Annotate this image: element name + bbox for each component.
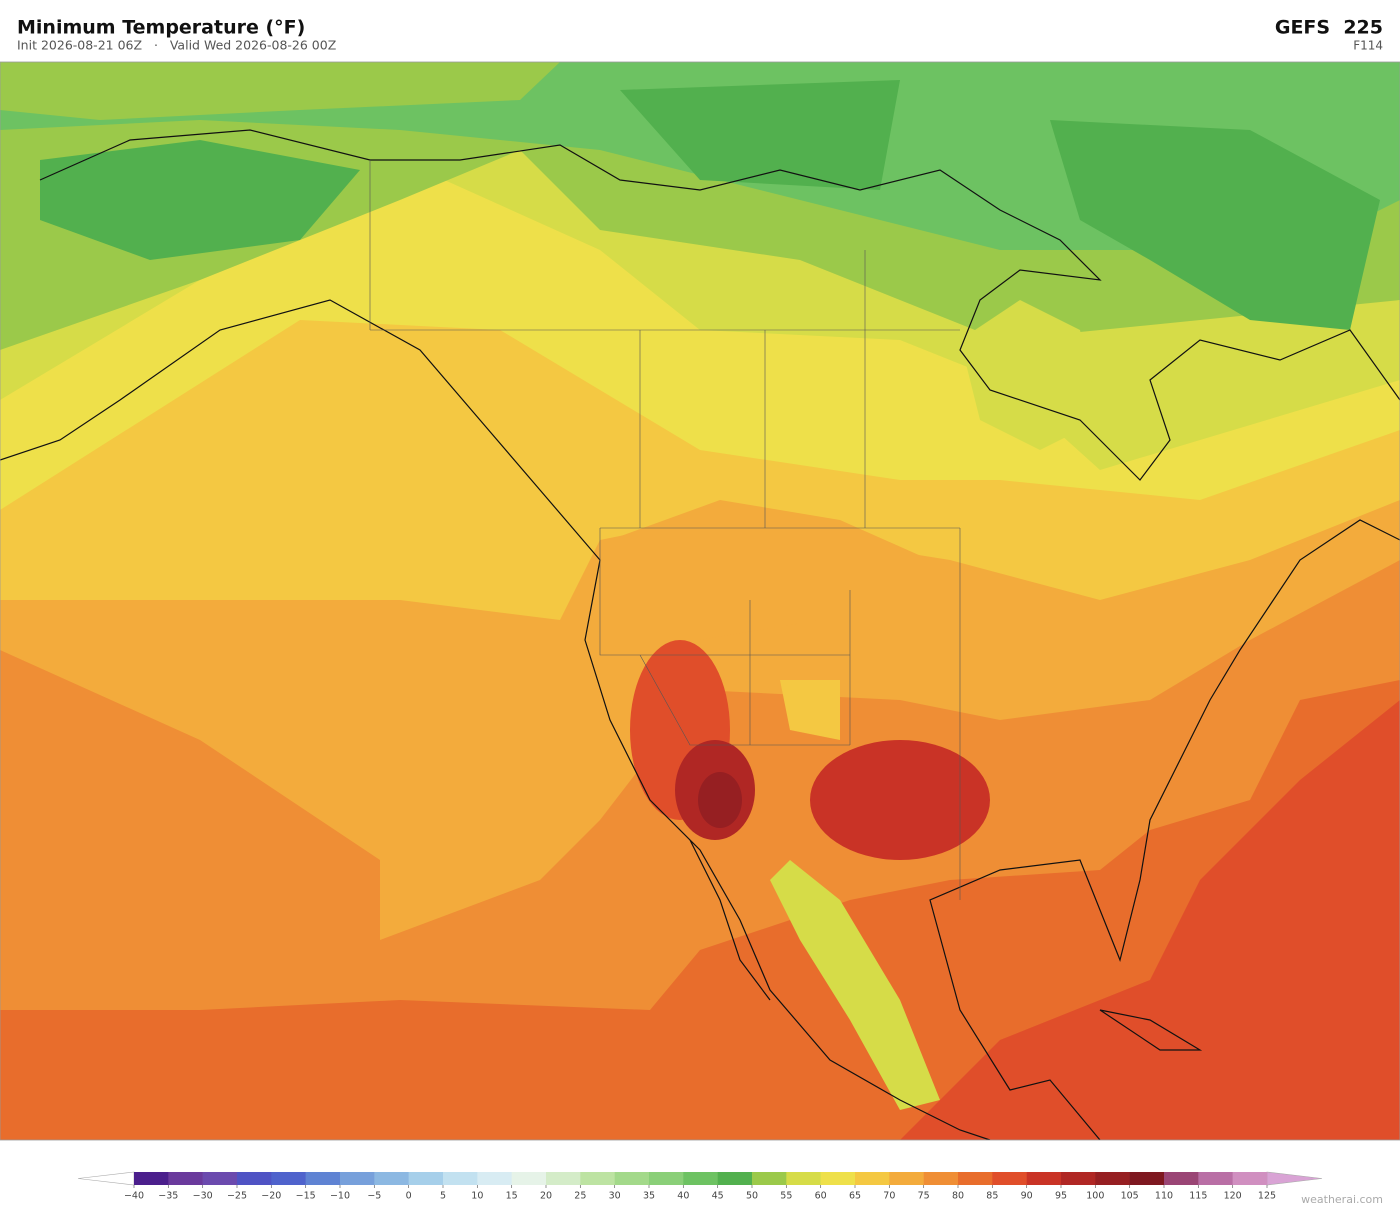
colorbar-tick-label: 35 — [643, 1191, 655, 1202]
colorbar-bin — [1164, 1172, 1199, 1185]
colorbar-bin — [717, 1172, 753, 1185]
colorbar: −40 −35 −30 −25 −20 −15 −10 −5 0 5 10 15 20 25 30 35 40 4… — [77, 1171, 1323, 1202]
colorbar-bin — [271, 1172, 306, 1185]
colorbar-tick-label: −30 — [193, 1191, 213, 1202]
colorbar-tick-label: 40 — [677, 1191, 689, 1202]
colorbar-tick-label: −10 — [330, 1191, 350, 1202]
colorbar-bin — [889, 1172, 924, 1185]
colorbar-bin — [511, 1172, 547, 1185]
colorbar-tick-label: 55 — [780, 1191, 792, 1202]
colorbar-tick-label: 100 — [1086, 1191, 1104, 1202]
colorbar-bin — [855, 1172, 890, 1185]
colorbar-tick-label: −25 — [227, 1191, 247, 1202]
colorbar-bin — [752, 1172, 787, 1185]
colorbar-tick-label: 0 — [406, 1191, 412, 1202]
colorbar-bin — [1232, 1172, 1268, 1185]
colorbar-tick-label: 85 — [986, 1191, 998, 1202]
colorbar-bin — [786, 1172, 821, 1185]
colorbar-bin — [958, 1172, 993, 1185]
colorbar-bin — [408, 1172, 444, 1185]
colorbar-bin — [443, 1172, 478, 1185]
colorbar-bin — [1026, 1172, 1062, 1185]
colorbar-under — [77, 1171, 135, 1186]
colorbar-tick-label: 95 — [1055, 1191, 1067, 1202]
colorbar-tick-label: 50 — [746, 1191, 758, 1202]
colorbar-tick-label: 20 — [540, 1191, 552, 1202]
colorbar-tick-label: 120 — [1224, 1191, 1242, 1202]
model-label: GEFS 225 — [1275, 17, 1383, 39]
colorbar-tick-label: 30 — [609, 1191, 621, 1202]
colorbar-bin — [1129, 1172, 1165, 1185]
colorbar-bin — [340, 1172, 375, 1185]
colorbar-tick-label: 45 — [712, 1191, 724, 1202]
colorbar-tick-label: 10 — [471, 1191, 483, 1202]
colorbar-tick-label: 90 — [1021, 1191, 1033, 1202]
colorbar-tick-label: 110 — [1155, 1191, 1173, 1202]
colorbar-bin — [1198, 1172, 1233, 1185]
forecast-hour: F114 — [1353, 39, 1383, 53]
colorbar-tick-label: −15 — [296, 1191, 316, 1202]
colorbar-tick-label: −5 — [367, 1191, 381, 1202]
colorbar-bin — [683, 1172, 718, 1185]
colorbar-bin — [202, 1172, 238, 1185]
colorbar-bin — [546, 1172, 581, 1185]
colorbar-tick-label: 60 — [815, 1191, 827, 1202]
colorbar-bin — [237, 1172, 272, 1185]
colorbar-tick-label: 105 — [1121, 1191, 1139, 1202]
colorbar-tick-label: 15 — [506, 1191, 518, 1202]
colorbar-bin — [649, 1172, 684, 1185]
colorbar-tick-label: 115 — [1189, 1191, 1207, 1202]
colorbar-tick-label: 125 — [1258, 1191, 1276, 1202]
colorbar-bin — [305, 1172, 341, 1185]
colorbar-tick-label: 5 — [440, 1191, 446, 1202]
colorbar-bin — [1061, 1172, 1096, 1185]
colorbar-bin — [580, 1172, 615, 1185]
colorbar-bin — [374, 1172, 409, 1185]
watermark: weatherai.com — [1301, 1193, 1383, 1206]
colorbar-bin — [992, 1172, 1027, 1185]
colorbar-tick-label: −20 — [261, 1191, 281, 1202]
colorbar-tick-label: 25 — [574, 1191, 586, 1202]
map — [0, 61, 1400, 1141]
colorbar-tick-label: 75 — [918, 1191, 930, 1202]
colorbar-tick-label: 70 — [883, 1191, 895, 1202]
map-subtitle: Init 2026-08-21 06Z · Valid Wed 2026-08-… — [17, 38, 336, 53]
colorbar-bin — [168, 1172, 203, 1185]
colorbar-over — [1266, 1171, 1323, 1186]
colorbar-bin — [477, 1172, 512, 1185]
colorbar-tick-label: −35 — [158, 1191, 178, 1202]
colorbar-bin — [134, 1172, 169, 1185]
colorbar-bin — [614, 1172, 650, 1185]
colorbar-tick-label: −40 — [124, 1191, 144, 1202]
colorbar-bin — [923, 1172, 959, 1185]
colorbar-tick-label: 80 — [952, 1191, 964, 1202]
colorbar-tick-label: 65 — [849, 1191, 861, 1202]
colorbar-bin — [1095, 1172, 1130, 1185]
map-title: Minimum Temperature (°F) — [17, 17, 305, 39]
colorbar-bin — [820, 1172, 856, 1185]
